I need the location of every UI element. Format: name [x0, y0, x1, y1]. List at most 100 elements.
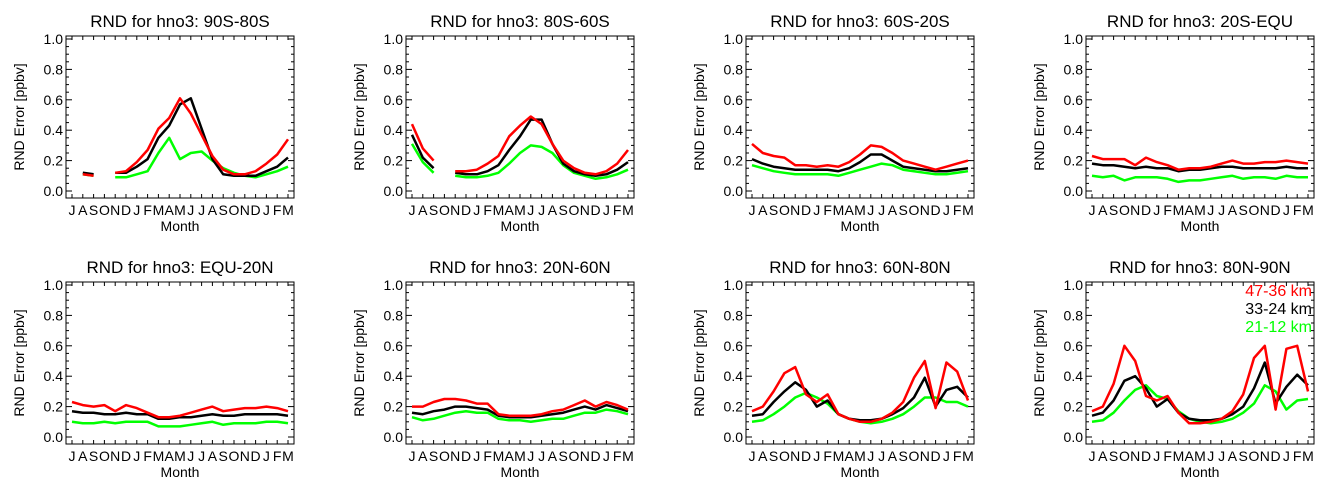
x-axis-label: Month — [1181, 218, 1220, 234]
x-tick-label: J — [1218, 448, 1225, 464]
y-tick-label: 0.2 — [384, 153, 404, 169]
y-tick-label: 1.0 — [44, 31, 64, 47]
x-tick-label: A — [845, 448, 855, 464]
x-tick-label: F — [823, 448, 832, 464]
chart-panel-2: RND for hno3: 80S-60S 0.0 0.2 0.4 0.6 0.8 1.0 J… — [351, 12, 635, 234]
x-tick-label: O — [909, 202, 920, 218]
x-tick-label: F — [613, 448, 622, 464]
x-tick-label: J — [198, 202, 205, 218]
legend-entry: 21-12 km — [1245, 319, 1312, 336]
x-tick-label: M — [854, 202, 866, 218]
x-tick-label: J — [1153, 202, 1160, 218]
y-tick-label: 1.0 — [44, 277, 64, 293]
y-tick-label: 0.0 — [724, 429, 744, 445]
x-tick-label: J — [603, 448, 610, 464]
x-tick-label: O — [99, 448, 110, 464]
x-tick-label: A — [1228, 202, 1238, 218]
x-tick-label: S — [1109, 448, 1118, 464]
x-tick-label: A — [165, 202, 175, 218]
x-tick-label: D — [801, 448, 811, 464]
y-tick-label: 0.2 — [44, 153, 64, 169]
x-tick-label: J — [473, 202, 480, 218]
x-tick-label: O — [569, 202, 580, 218]
x-tick-label: D — [121, 202, 131, 218]
x-tick-label: J — [1218, 202, 1225, 218]
x-tick-label: F — [143, 202, 152, 218]
y-tick-label: 0.8 — [384, 61, 404, 77]
x-tick-label: M — [153, 202, 165, 218]
x-tick-label: J — [69, 448, 76, 464]
x-tick-label: D — [801, 202, 811, 218]
y-axis-label: RND Error [ppbv] — [11, 63, 27, 170]
x-tick-label: J — [198, 448, 205, 464]
x-tick-label: S — [89, 202, 98, 218]
x-tick-label: A — [1098, 202, 1108, 218]
x-tick-label: M — [1302, 448, 1314, 464]
x-tick-label: N — [920, 202, 930, 218]
x-tick-label: M — [174, 202, 186, 218]
x-tick-label: M — [1302, 202, 1314, 218]
y-tick-label: 0.6 — [724, 92, 744, 108]
chart-panel-4: RND for hno3: 20S-EQU 0.0 0.2 0.4 0.6 0.8 1.0 J… — [1031, 12, 1315, 234]
y-axis-label: RND Error [ppbv] — [1031, 309, 1047, 416]
y-tick-label: 0.2 — [1064, 153, 1084, 169]
x-axis-label: Month — [841, 218, 880, 234]
x-tick-label: N — [790, 448, 800, 464]
y-tick-label: 0.8 — [724, 61, 744, 77]
x-tick-label: D — [461, 448, 471, 464]
chart-panel-1: RND for hno3: 90S-80S 0.0 0.2 0.4 0.6 0.8 1.0 J… — [11, 12, 295, 234]
x-tick-label: J — [603, 202, 610, 218]
x-tick-label: A — [418, 448, 428, 464]
y-tick-label: 0.2 — [384, 399, 404, 415]
x-axis-label: Month — [841, 464, 880, 480]
plot-frame — [1085, 35, 1315, 199]
x-tick-label: M — [962, 202, 974, 218]
x-tick-label: A — [208, 202, 218, 218]
x-tick-label: S — [219, 448, 228, 464]
x-axis-label: Month — [161, 218, 200, 234]
x-tick-label: M — [282, 448, 294, 464]
series-line-red — [71, 400, 289, 419]
x-tick-label: F — [953, 448, 962, 464]
x-tick-label: J — [1207, 202, 1214, 218]
x-tick-label: O — [229, 448, 240, 464]
x-tick-label: A — [758, 202, 768, 218]
x-tick-label: M — [854, 448, 866, 464]
x-tick-label: S — [89, 448, 98, 464]
x-tick-label: A — [78, 202, 88, 218]
series-line-red — [751, 142, 969, 171]
x-tick-label: M — [622, 202, 634, 218]
y-tick-label: 0.4 — [724, 368, 744, 384]
y-tick-label: 1.0 — [1064, 31, 1084, 47]
x-tick-label: J — [527, 448, 534, 464]
series-line-red — [412, 397, 629, 417]
chart-panel-3: RND for hno3: 60S-20S 0.0 0.2 0.4 0.6 0.8 1.0 J… — [691, 12, 975, 234]
y-tick-label: 0.4 — [1064, 122, 1084, 138]
x-tick-label: F — [1163, 202, 1172, 218]
x-tick-label: F — [143, 448, 152, 464]
x-tick-label: O — [1119, 202, 1130, 218]
x-tick-label: A — [548, 202, 558, 218]
x-tick-label: N — [110, 202, 120, 218]
x-tick-label: J — [133, 448, 140, 464]
y-tick-label: 1.0 — [1064, 277, 1084, 293]
chart-title: RND for hno3: 60S-20S — [770, 12, 950, 31]
x-tick-label: J — [878, 202, 885, 218]
y-tick-label: 0.0 — [44, 183, 64, 199]
x-tick-label: S — [1239, 202, 1248, 218]
x-tick-label: O — [99, 202, 110, 218]
y-tick-label: 0.6 — [724, 338, 744, 354]
y-tick-label: 0.6 — [1064, 92, 1084, 108]
y-tick-label: 0.8 — [1064, 61, 1084, 77]
x-tick-label: F — [483, 202, 492, 218]
x-tick-label: S — [769, 202, 778, 218]
x-tick-label: J — [1089, 202, 1096, 218]
x-tick-label: J — [187, 448, 194, 464]
x-tick-label: J — [813, 448, 820, 464]
x-tick-label: J — [527, 202, 534, 218]
y-tick-label: 0.8 — [724, 307, 744, 323]
x-tick-label: M — [153, 448, 165, 464]
y-tick-label: 0.6 — [1064, 338, 1084, 354]
y-tick-label: 0.2 — [724, 153, 744, 169]
x-tick-label: J — [409, 202, 416, 218]
